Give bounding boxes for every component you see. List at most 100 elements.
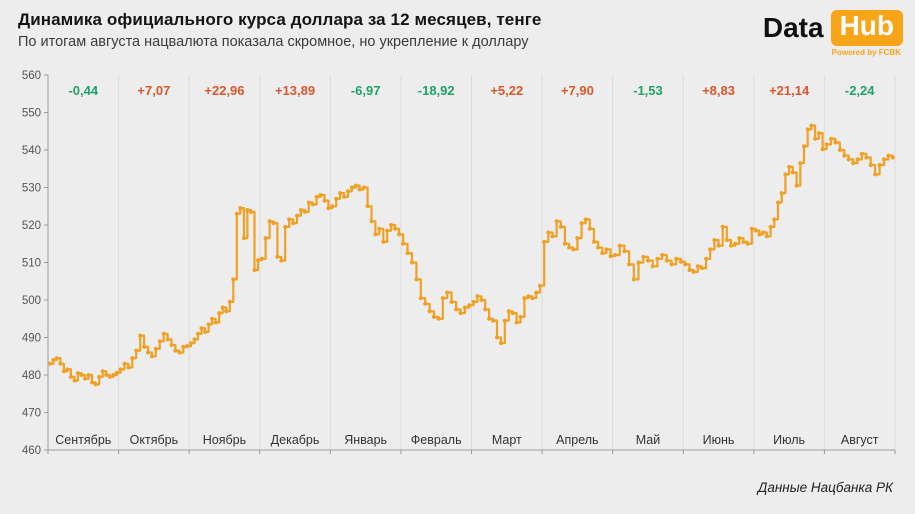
data-point-marker — [206, 322, 211, 327]
data-point-marker — [310, 202, 315, 207]
data-point-marker — [330, 204, 335, 209]
data-point-marker — [192, 337, 197, 342]
data-point-marker — [859, 151, 864, 156]
data-point-marker — [550, 234, 555, 239]
data-point-marker — [79, 373, 84, 377]
data-point-marker — [475, 294, 480, 299]
data-point-marker — [809, 123, 814, 128]
data-point-marker — [142, 344, 147, 349]
data-point-marker — [454, 307, 459, 312]
data-point-marker — [126, 365, 131, 370]
data-point-marker — [683, 262, 688, 267]
y-axis-tick-label: 540 — [22, 145, 41, 157]
data-point-marker — [604, 247, 609, 252]
chart-subtitle: По итогам августа нацвалюта показала скр… — [18, 34, 529, 50]
data-point-marker — [58, 361, 63, 366]
data-point-marker — [248, 209, 253, 214]
data-point-marker — [346, 189, 350, 194]
data-point-marker — [622, 249, 627, 254]
data-point-marker — [491, 318, 496, 323]
data-point-marker — [377, 226, 382, 231]
data-point-marker — [802, 144, 806, 149]
data-point-marker — [631, 277, 636, 282]
source-attribution: Данные Нацбанка РК — [757, 480, 893, 495]
monthly-change-label: -6,97 — [351, 83, 381, 98]
data-point-marker — [868, 163, 873, 167]
data-point-marker — [655, 256, 660, 261]
data-point-marker — [227, 299, 232, 304]
y-axis-tick-label: 510 — [22, 258, 41, 270]
data-point-marker — [130, 356, 135, 361]
data-point-marker — [397, 232, 401, 237]
monthly-change-label: -1,53 — [633, 83, 663, 98]
data-point-marker — [695, 264, 700, 269]
monthly-change-label: +8,83 — [702, 83, 735, 98]
data-point-marker — [650, 264, 655, 269]
data-point-marker — [761, 230, 766, 235]
data-point-marker — [583, 217, 588, 222]
data-point-marker — [745, 241, 750, 246]
data-point-marker — [641, 254, 646, 259]
data-point-marker — [833, 140, 838, 145]
data-point-marker — [381, 239, 386, 244]
data-point-marker — [306, 200, 311, 205]
data-point-marker — [538, 283, 543, 288]
data-point-marker — [764, 234, 769, 239]
x-axis-label: Ноябрь — [203, 433, 246, 447]
data-point-marker — [729, 243, 733, 248]
data-point-marker — [542, 239, 547, 244]
y-axis-tick-label: 460 — [22, 445, 41, 457]
x-axis-label: Январь — [344, 433, 387, 447]
data-point-marker — [436, 316, 441, 321]
data-point-marker — [855, 157, 860, 162]
data-point-marker — [783, 172, 788, 177]
data-point-marker — [353, 183, 358, 188]
data-point-marker — [530, 296, 535, 301]
data-point-marker — [349, 185, 354, 190]
data-point-marker — [712, 238, 717, 242]
data-point-marker — [256, 258, 260, 263]
data-point-marker — [267, 219, 272, 224]
data-point-marker — [54, 356, 59, 361]
data-point-marker — [596, 245, 601, 250]
data-point-marker — [169, 343, 174, 347]
data-point-marker — [138, 333, 143, 338]
data-point-marker — [678, 259, 683, 264]
data-point-marker — [369, 219, 374, 224]
datahub-logo-row: Data Hub — [763, 10, 903, 46]
data-point-marker — [47, 361, 52, 366]
y-axis-tick-label: 530 — [22, 183, 41, 195]
data-point-marker — [790, 170, 795, 175]
data-point-marker — [149, 354, 154, 359]
data-point-marker — [816, 131, 821, 136]
data-point-marker — [238, 206, 243, 211]
x-axis-label: Июль — [773, 433, 805, 447]
x-axis-label: Май — [636, 433, 661, 447]
data-point-marker — [794, 183, 799, 188]
data-point-marker — [241, 236, 246, 241]
data-point-marker — [107, 374, 112, 379]
data-point-marker — [177, 350, 182, 355]
data-point-marker — [220, 305, 225, 310]
data-point-marker — [393, 226, 397, 231]
data-point-marker — [161, 331, 166, 336]
data-point-marker — [471, 299, 476, 304]
data-point-marker — [440, 296, 445, 301]
data-point-marker — [627, 262, 632, 267]
data-point-marker — [534, 290, 539, 295]
monthly-change-label: -2,24 — [845, 83, 875, 98]
data-point-marker — [724, 238, 729, 242]
data-point-marker — [495, 335, 499, 340]
data-point-marker — [153, 346, 158, 351]
data-point-marker — [423, 301, 428, 306]
data-point-marker — [199, 326, 204, 331]
data-point-marker — [890, 155, 895, 160]
data-point-marker — [716, 243, 721, 248]
datahub-logo: Data Hub Powered by FCBK — [763, 10, 903, 57]
data-point-marker — [813, 136, 818, 141]
data-point-marker — [886, 153, 891, 158]
logo-text-data: Data — [762, 11, 824, 43]
data-point-marker — [76, 371, 80, 376]
data-point-marker — [733, 241, 738, 246]
